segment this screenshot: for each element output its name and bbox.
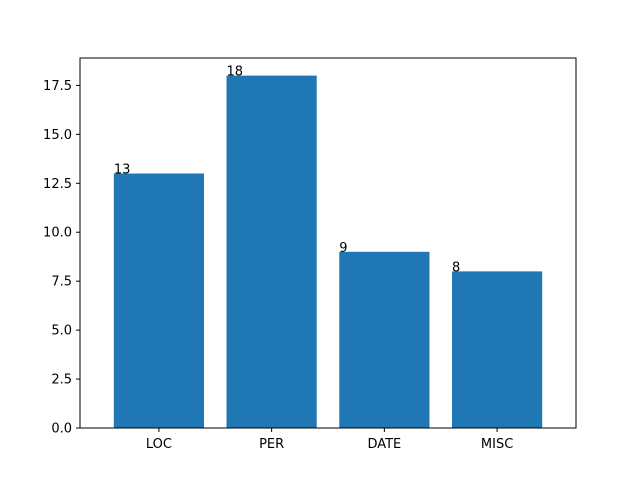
- y-axis: 0.0 2.5 5.0 7.5 10.0 12.5 15.0 17.5: [43, 79, 80, 437]
- data-label-per: 18: [227, 65, 244, 80]
- data-label-date: 9: [339, 241, 347, 256]
- bar-group: [113, 75, 543, 428]
- y-tick-label: 10.0: [43, 226, 72, 241]
- y-tick-label: 15.0: [43, 128, 72, 143]
- y-tick-label: 0.0: [51, 422, 72, 437]
- bar-misc: [452, 271, 543, 428]
- y-tick-label: 2.5: [51, 373, 72, 388]
- x-tick-label-date: DATE: [367, 437, 401, 452]
- x-tick-label-per: PER: [259, 437, 284, 452]
- bar-date: [339, 251, 430, 428]
- bar-per: [226, 75, 317, 428]
- y-tick-label: 17.5: [43, 79, 72, 94]
- y-tick-label: 12.5: [43, 177, 72, 192]
- x-axis: LOC PER DATE MISC: [146, 428, 513, 452]
- data-label-group: 13 18 9 8: [114, 65, 460, 276]
- x-tick-label-misc: MISC: [481, 437, 513, 452]
- y-tick-label: 7.5: [51, 275, 72, 290]
- y-tick-label: 5.0: [51, 324, 72, 339]
- data-label-loc: 13: [114, 163, 131, 178]
- data-label-misc: 8: [452, 260, 460, 275]
- plot-frame: [79, 57, 577, 429]
- bar-loc: [113, 173, 204, 428]
- x-tick-label-loc: LOC: [146, 437, 172, 452]
